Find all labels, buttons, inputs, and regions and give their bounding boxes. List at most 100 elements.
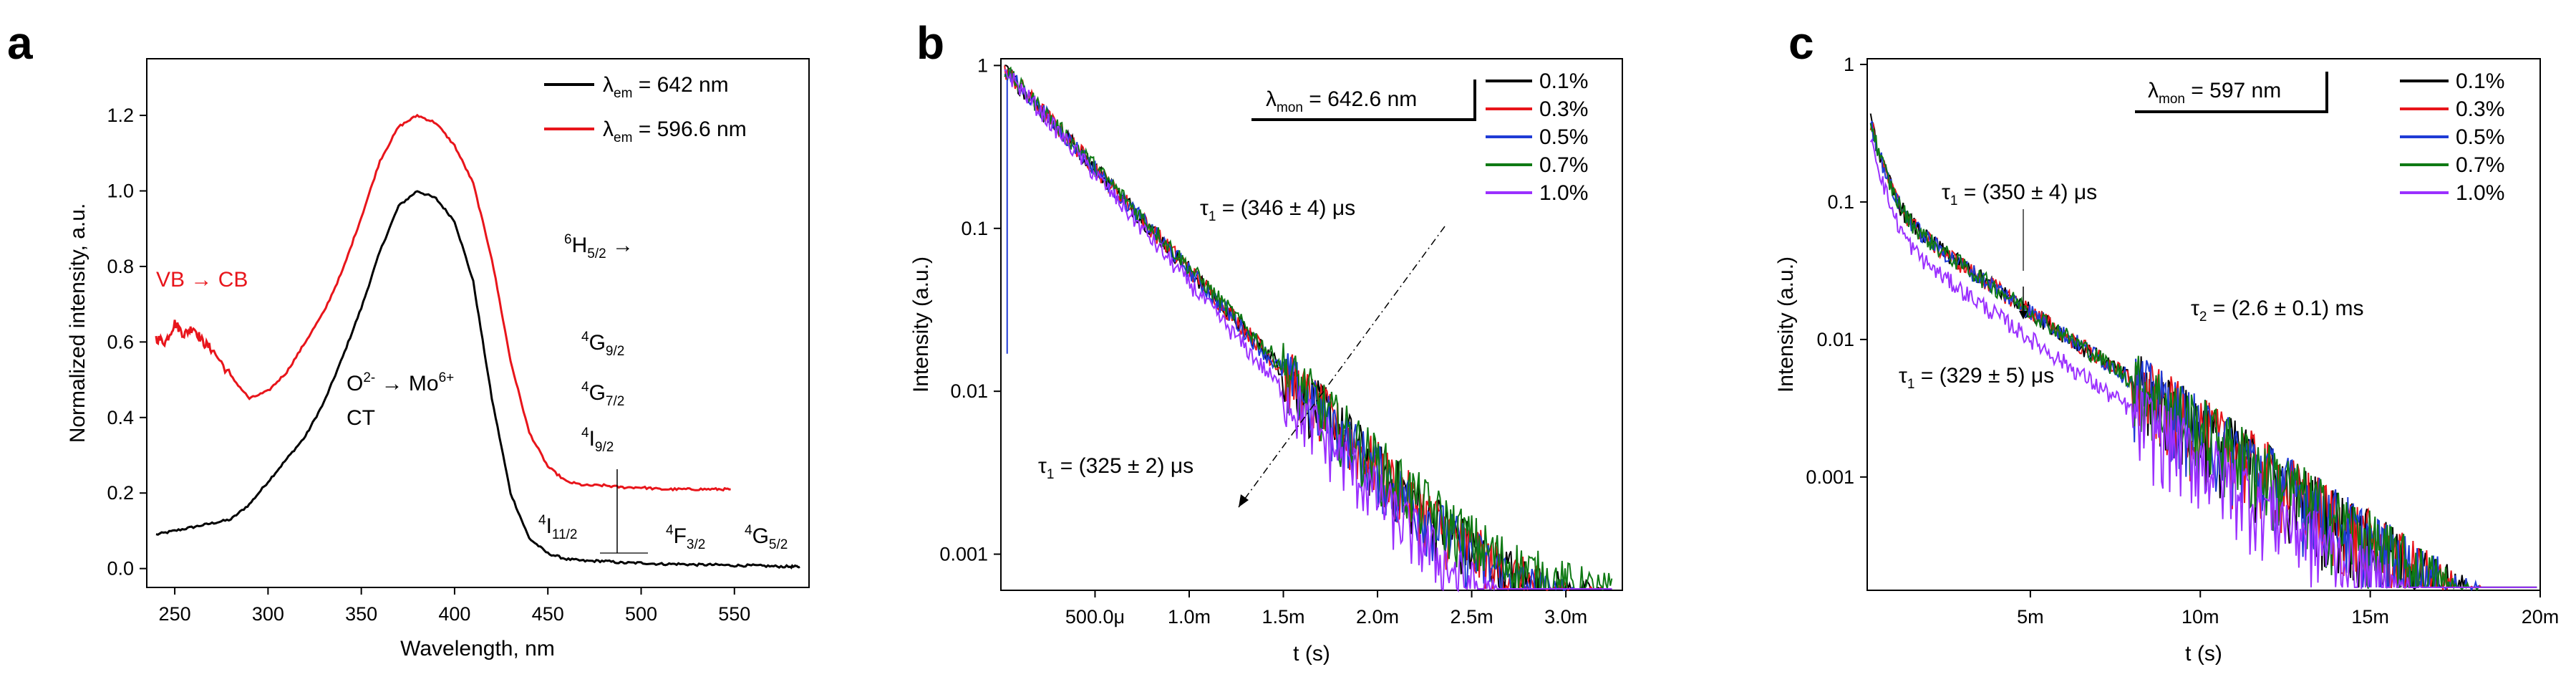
panel-label-a: a (7, 17, 33, 69)
x-axis-label-c: t (s) (2185, 642, 2222, 666)
x-tick-label-b: 1.5m (1262, 606, 1305, 628)
y-tick-label-b: 0.01 (950, 380, 988, 402)
series-line-b-5 (1004, 69, 1612, 593)
y-axis-label-c: Intensity (a.u.) (1774, 256, 1798, 393)
annotation-tau1-top-c: τ1 = (350 ± 4) μs (1942, 181, 2097, 208)
y-tick-label-c: 0.01 (1816, 329, 1854, 350)
series-line-a-2 (155, 113, 731, 492)
y-tick-label-b: 0.001 (939, 544, 988, 565)
x-tick-label-a: 250 (159, 603, 191, 625)
legend-label-c: 0.7% (2456, 153, 2504, 177)
plot-frame-a (146, 58, 810, 588)
annotation-i92: 4I9/2 (581, 426, 614, 455)
series-line-b-3 (1004, 69, 1612, 591)
x-tick-label-a: 400 (438, 603, 470, 625)
plot-frame-c (1866, 58, 2541, 591)
x-ticks-a: 250 300 350 400 450 500 550 (159, 587, 750, 625)
y-tick-label-c: 1 (1844, 54, 1854, 75)
wavelength-label-b: λmon = 642.6 nm (1266, 87, 1417, 115)
wavelength-box-c: λmon = 597 nm (2135, 72, 2328, 113)
legend-a: λem = 642 nm λem = 596.6 nm (544, 73, 747, 145)
legend-label-b: 0.7% (1539, 153, 1588, 177)
panel-label-b: b (916, 17, 944, 69)
panel-label-c: c (1788, 17, 1814, 69)
panel-a: a 250 300 350 400 450 500 550 0.0 0.2 0.4 0.6 0.8 1… (7, 17, 810, 661)
x-ticks-b: 500.0μ 1.0m 1.5m 2.0m 2.5m 3.0m (1065, 590, 1587, 628)
annotation-tau-bot-b: τ1 = (325 ± 2) μs (1038, 454, 1193, 482)
y-ticks-c: 1 0.1 0.01 0.001 (1806, 54, 1867, 488)
y-tick-label-a: 1.2 (107, 105, 134, 126)
x-tick-label-a: 550 (718, 603, 750, 625)
x-tick-label-a: 500 (625, 603, 657, 625)
y-tick-label-c: 0.1 (1827, 191, 1854, 213)
legend-label-a-1: λem = 642 nm (603, 73, 729, 101)
series-group-a (155, 113, 800, 570)
x-tick-label-a: 350 (345, 603, 377, 625)
y-tick-label-a: 0.6 (107, 331, 134, 352)
x-axis-label-a: Wavelength, nm (400, 637, 555, 661)
annotation-g92: 4G9/2 (581, 330, 624, 359)
x-ticks-c: 5m 10m 15m 20m (2017, 590, 2559, 628)
x-tick-label-a: 300 (252, 603, 284, 625)
y-tick-label-a: 1.0 (107, 181, 134, 202)
annotation-arrowhead-b (1239, 494, 1249, 507)
series-line-b-4 (1004, 66, 1613, 591)
x-tick-label-c: 10m (2182, 606, 2219, 628)
x-tick-label-b: 2.5m (1451, 606, 1493, 628)
legend-label-b: 0.5% (1539, 125, 1588, 149)
wavelength-label-c: λmon = 597 nm (2148, 79, 2281, 107)
y-tick-label-a: 0.8 (107, 256, 134, 277)
panel-c: c 5m 10m 15m 20m 1 0.1 0.01 0.001 t (s) Intens… (1774, 17, 2559, 666)
annotation-arrowhead-c (2019, 311, 2028, 320)
legend-label-c: 1.0% (2456, 181, 2504, 205)
x-tick-label-a: 450 (532, 603, 564, 625)
annotation-arrow-b (1238, 226, 1446, 508)
plot-frame-b (1000, 58, 1623, 591)
annotation-g72: 4G7/2 (581, 380, 624, 409)
y-tick-label-c: 0.001 (1806, 466, 1854, 488)
series-group-c (1869, 113, 2537, 592)
y-tick-label-b: 0.1 (961, 218, 988, 239)
legend-label-c: 0.1% (2456, 69, 2504, 93)
y-tick-label-a: 0.2 (107, 482, 134, 504)
annotation-ct-line1: O2- → Mo6+ (347, 370, 454, 395)
x-tick-label-c: 20m (2522, 606, 2560, 628)
y-ticks-b: 1 0.1 0.01 0.001 (939, 54, 1001, 565)
x-tick-label-b: 3.0m (1544, 606, 1587, 628)
legend-b: 0.1% 0.3% 0.5% 0.7% 1.0% (1486, 69, 1588, 205)
legend-label-c: 0.3% (2456, 97, 2504, 121)
annotation-tau-top-b: τ1 = (346 ± 4) μs (1200, 196, 1355, 224)
x-tick-label-c: 5m (2017, 606, 2044, 628)
y-tick-label-a: 0.0 (107, 558, 134, 580)
legend-label-a-2: λem = 596.6 nm (603, 117, 747, 145)
series-line-b-1 (1004, 64, 1612, 592)
y-axis-label-b: Intensity (a.u.) (909, 256, 933, 393)
legend-label-b: 0.3% (1539, 97, 1588, 121)
y-axis-label-a: Normalized intensity, a.u. (66, 203, 89, 443)
annotation-f32: 4F3/2 (666, 523, 705, 552)
series-line-c-5 (1869, 138, 2537, 590)
legend-label-c: 0.5% (2456, 125, 2504, 149)
y-tick-label-b: 1 (977, 54, 988, 76)
annotation-vb-cb: VB → CB (156, 268, 248, 292)
annotation-tau1-bot-c: τ1 = (329 ± 5) μs (1899, 364, 2054, 392)
x-axis-label-b: t (s) (1293, 642, 1330, 666)
series-line-a-1 (155, 190, 800, 570)
x-tick-label-c: 15m (2351, 606, 2389, 628)
annotation-ct-line2: CT (347, 406, 375, 430)
y-tick-label-a: 0.4 (107, 407, 134, 428)
annotation-tau2-c: τ2 = (2.6 ± 0.1) ms (2191, 297, 2363, 325)
x-tick-label-b: 500.0μ (1065, 606, 1125, 628)
wavelength-box-b: λmon = 642.6 nm (1251, 80, 1476, 121)
annotation-g52: 4G5/2 (745, 523, 788, 552)
legend-label-b: 0.1% (1539, 69, 1588, 93)
annotation-h52: 6H5/2 → (564, 232, 634, 261)
legend-label-b: 1.0% (1539, 181, 1588, 205)
series-group-b (1004, 64, 1613, 593)
panel-b: b 500.0μ 1.0m 1.5m 2.0m 2.5m 3.0m 1 0.1 0.01 0.0… (909, 17, 1623, 666)
x-tick-label-b: 1.0m (1168, 606, 1211, 628)
series-line-b-2 (1004, 65, 1612, 592)
annotation-i112: 4I11/2 (538, 513, 578, 542)
x-tick-label-b: 2.0m (1356, 606, 1399, 628)
